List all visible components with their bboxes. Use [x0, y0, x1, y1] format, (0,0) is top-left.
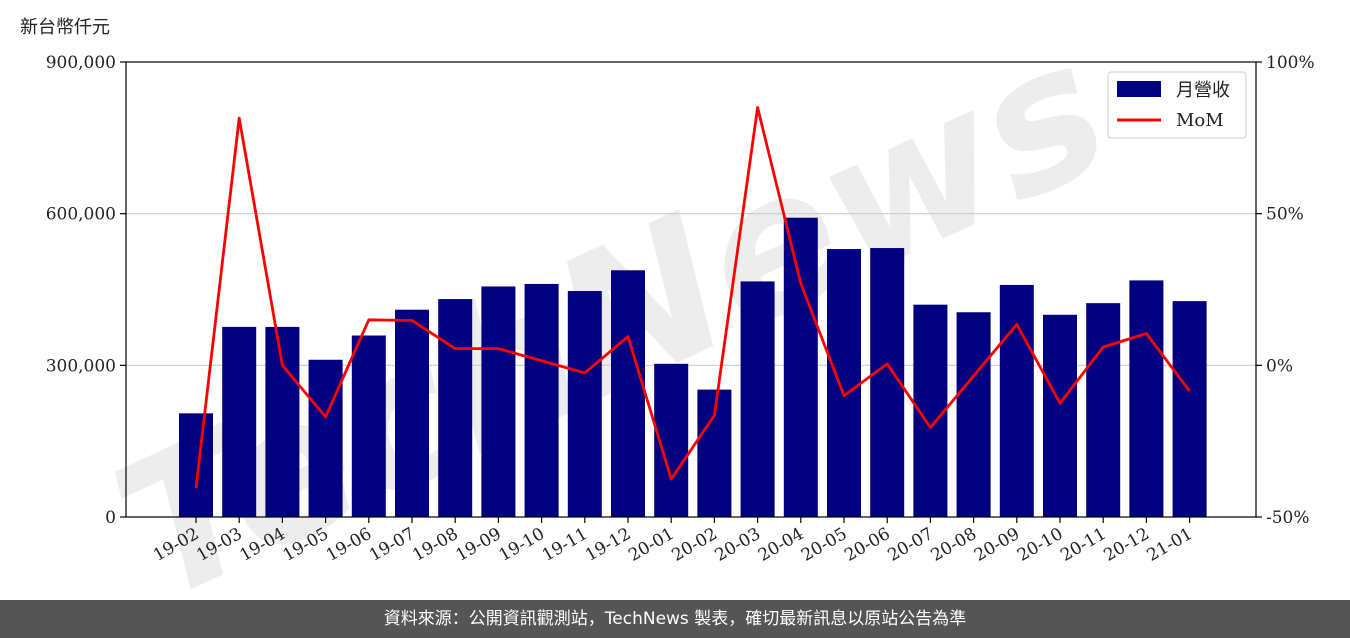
revenue-bar	[524, 283, 559, 517]
legend-label-revenue: 月營收	[1176, 80, 1230, 101]
x-tick-label: 20-01	[625, 524, 677, 566]
x-tick-label: 19-10	[496, 524, 548, 566]
x-tick-label: 20-04	[755, 524, 807, 566]
x-tick-label: 20-03	[712, 524, 764, 566]
x-tick-label: 20-12	[1100, 524, 1152, 566]
x-tick-label: 21-01	[1144, 524, 1196, 566]
x-tick-label: 20-06	[841, 524, 893, 566]
x-tick-label: 20-02	[668, 524, 720, 566]
revenue-bar	[395, 309, 429, 517]
revenue-bar	[999, 284, 1034, 517]
source-footer: 資料來源：公開資訊觀測站，TechNews 製表，確切最新訊息以原站公告為準	[0, 600, 1350, 638]
revenue-bar	[222, 326, 257, 517]
x-tick-label: 19-11	[539, 524, 591, 566]
mom-line-path	[194, 106, 1191, 489]
left-tick-label: 900,000	[46, 53, 116, 73]
revenue-bar	[1172, 301, 1207, 517]
revenue-bar	[827, 249, 861, 518]
mom-line	[194, 106, 1191, 489]
revenue-bars	[179, 217, 1207, 518]
left-tick-label: 300,000	[46, 356, 116, 376]
x-tick-label: 20-05	[798, 524, 850, 566]
revenue-bar	[783, 217, 818, 517]
revenue-bar	[1043, 314, 1077, 517]
revenue-bar	[611, 270, 645, 517]
x-tick-label: 20-10	[1014, 524, 1066, 566]
revenue-bar	[308, 359, 343, 517]
right-tick-label: 100%	[1266, 53, 1315, 73]
revenue-bar	[179, 413, 213, 517]
right-axis-ticks: -50% 0% 50% 100%	[1256, 53, 1315, 528]
revenue-bar	[438, 299, 473, 517]
revenue-bar	[1086, 303, 1121, 517]
x-tick-label: 19-09	[452, 524, 504, 566]
left-tick-label: 0	[105, 508, 116, 528]
revenue-bar	[481, 286, 516, 517]
left-tick-label: 600,000	[46, 205, 116, 225]
revenue-bar	[567, 291, 602, 517]
revenue-bar	[351, 335, 386, 517]
left-axis-ticks: 0 300,000 600,000 900,000	[46, 53, 126, 528]
right-tick-label: 50%	[1266, 205, 1304, 225]
legend-label-mom: MoM	[1176, 110, 1224, 131]
revenue-bar	[265, 326, 300, 517]
x-tick-label: 20-11	[1057, 524, 1109, 566]
x-tick-label: 19-12	[582, 524, 634, 566]
revenue-bar	[1129, 280, 1164, 517]
legend-swatch-revenue	[1117, 81, 1161, 97]
y-unit-label: 新台幣仟元	[20, 17, 110, 38]
plot-frame	[125, 61, 1257, 518]
right-tick-label: -50%	[1266, 508, 1310, 528]
x-tick-label: 20-09	[971, 524, 1023, 566]
revenue-bar	[740, 281, 775, 517]
axes	[125, 61, 1257, 518]
x-tick-label: 20-08	[928, 524, 980, 566]
revenue-bar	[956, 312, 991, 517]
legend: 月營收 MoM	[1107, 71, 1247, 139]
right-tick-label: 0%	[1266, 356, 1293, 376]
x-tick-label: 20-07	[884, 524, 936, 566]
